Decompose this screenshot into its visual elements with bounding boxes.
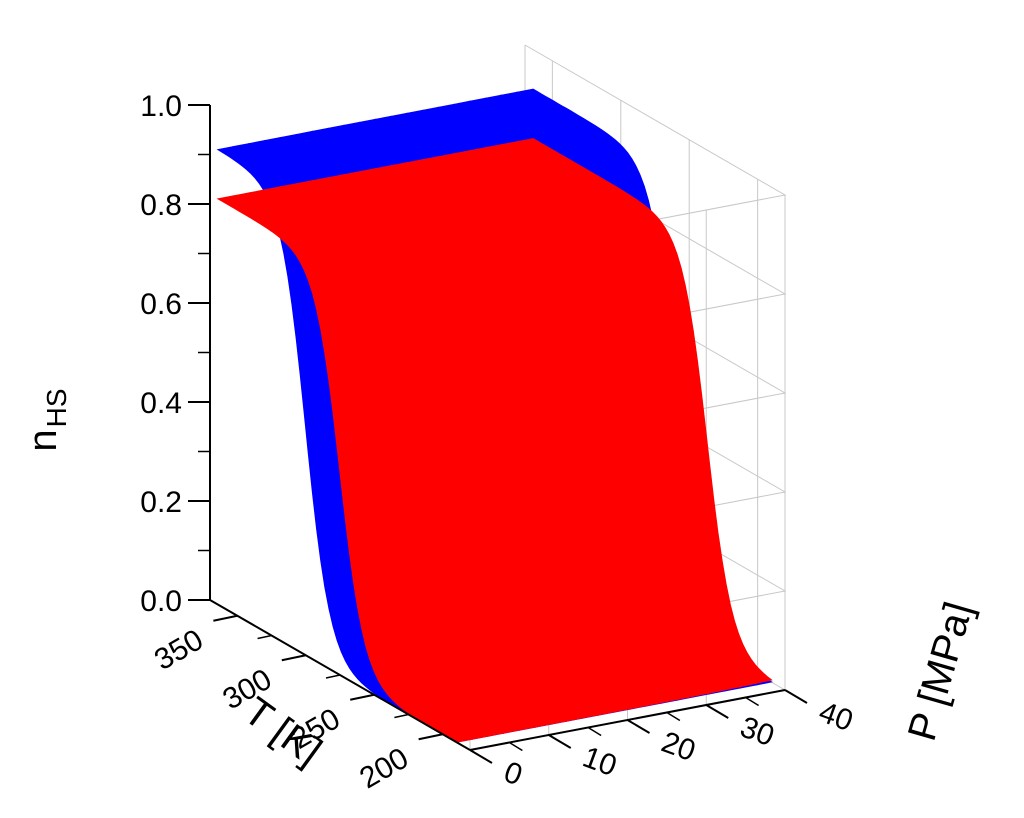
p-tick-2: [626, 719, 651, 734]
p-minor-tick-2: [666, 711, 681, 722]
t-tick-label: 200: [354, 742, 414, 796]
p-minor-tick-3: [745, 696, 760, 707]
t-tick-1: [350, 693, 375, 701]
p-tick-3: [705, 704, 729, 719]
z-axis-title-main: n: [21, 429, 65, 451]
t-tick-2: [281, 654, 306, 662]
z-tick-label: 1.0: [140, 90, 182, 123]
surface-layer: [216, 88, 773, 743]
p-tick-4: [784, 689, 808, 704]
z-axis-title-sub: HS: [41, 388, 72, 427]
t-tick-label: 350: [149, 623, 209, 677]
p-minor-tick-1: [587, 726, 602, 737]
t-minor-tick-2: [257, 634, 272, 640]
p-tick-label: 40: [815, 696, 858, 738]
z-tick-label: 0.2: [140, 486, 182, 519]
t-minor-tick-1: [325, 674, 341, 679]
surface-cooling: [216, 138, 773, 743]
t-minor-tick-0: [394, 713, 409, 719]
t-tick-3: [213, 614, 238, 622]
p-tick-label: 20: [657, 726, 700, 768]
z-tick-label: 0.6: [140, 288, 182, 321]
p-tick-label: 10: [578, 741, 621, 783]
p-tick-0: [469, 749, 493, 764]
z-tick-label: 0.4: [140, 387, 182, 420]
z-tick-label: 0.0: [140, 585, 182, 618]
surface-strip-cooling-p2: [216, 195, 474, 743]
p-tick-label: 0: [500, 756, 527, 793]
p-tick-label: 30: [736, 711, 779, 753]
z-axis-title: nHS: [21, 388, 72, 451]
p-tick-1: [548, 734, 572, 749]
p-axis-title: P [MPa]: [900, 597, 981, 745]
z-tick-label: 0.8: [140, 189, 182, 222]
p-minor-tick-0: [508, 741, 523, 752]
t-tick-0: [418, 733, 443, 741]
